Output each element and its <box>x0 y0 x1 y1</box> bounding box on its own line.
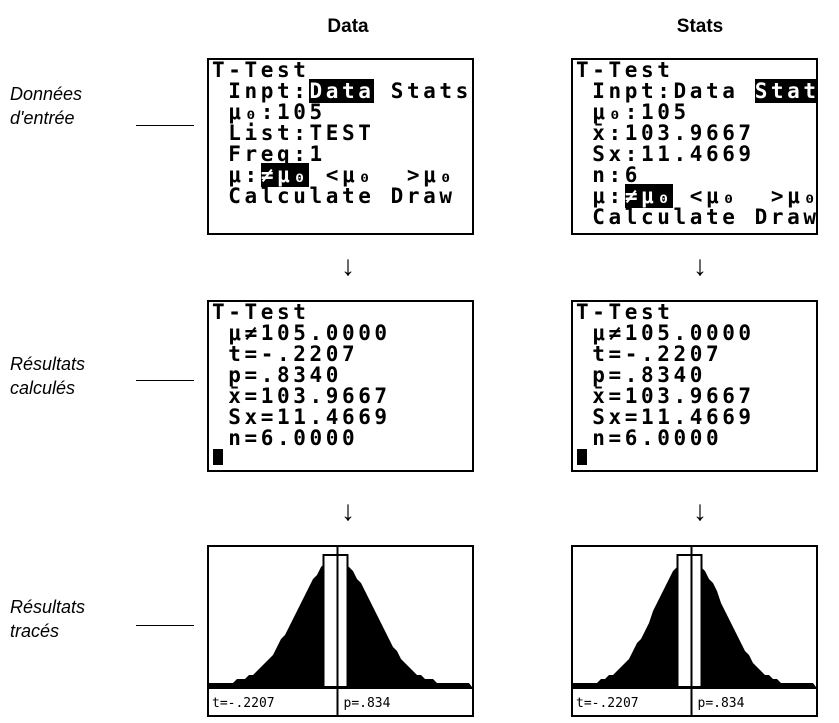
screen-line: x̄=103.9667 <box>212 384 391 408</box>
calculator-screen: T-Test Inpt:Data Stats μ₀:105 List:TEST … <box>207 58 474 235</box>
screen-line: Freq:1 <box>212 142 326 166</box>
graph: t=-.2207 p=.834 <box>573 547 816 715</box>
row-label-line: Données <box>10 84 83 104</box>
screen-line: n=6.0000 <box>212 426 359 450</box>
band <box>322 554 349 688</box>
screen-line: μ≠105.0000 <box>576 321 755 345</box>
screen-line: List:TEST <box>212 121 375 145</box>
row-label: Données d'entrée <box>10 82 82 130</box>
leader-line <box>136 625 194 626</box>
calculator-screen: T-Test μ≠105.0000 t=-.2207 p=.8340 x̄=10… <box>571 300 818 472</box>
screen-line: Calculate Draw <box>576 205 818 229</box>
row-label: Résultats calculés <box>10 352 85 400</box>
screen-line: p=.8340 <box>576 363 706 387</box>
readout: p=.834 <box>698 696 745 711</box>
screen-line: T-Test <box>212 300 310 324</box>
screen-line: t=-.2207 <box>212 342 359 366</box>
screen-text: Stats <box>374 79 472 103</box>
screen-line: T-Test <box>212 58 310 82</box>
screen-line: μ₀:105 <box>576 100 690 124</box>
readout: t=-.2207 <box>212 696 275 711</box>
screen-text: μ: <box>212 163 261 187</box>
screen-text: <μ₀ >μ₀ <box>309 163 456 187</box>
arrow-down: ↓ <box>341 495 355 526</box>
screen-line: T-Test <box>576 58 674 82</box>
screen-line: Sx=11.4669 <box>576 405 755 429</box>
screen-line: μ:≠μ₀ <μ₀ >μ₀ <box>209 163 472 187</box>
screen-line: n:6 <box>576 163 641 187</box>
screen-line: μ:≠μ₀ <μ₀ >μ₀ <box>573 184 818 208</box>
arrow-down: ↓ <box>693 250 707 281</box>
screen-line: p=.8340 <box>212 363 342 387</box>
leader-line <box>136 380 194 381</box>
graph: t=-.2207 p=.834 <box>209 547 472 715</box>
column-header: Stats <box>676 16 724 37</box>
calculator-screen: t=-.2207 p=.834 <box>207 545 474 717</box>
arrow-down: ↓ <box>693 495 707 526</box>
screen-line: Inpt:Data Stats <box>209 79 472 103</box>
screen-line: n=6.0000 <box>576 426 723 450</box>
column-header: Data <box>327 16 369 37</box>
screen-text: ≠μ₀ <box>260 163 310 187</box>
row-label-line: d'entrée <box>10 108 75 128</box>
screen-text: Inpt:Data <box>576 79 755 103</box>
cursor <box>577 449 587 465</box>
screen-text: Stats <box>754 79 816 103</box>
screen-line: Sx:11.4669 <box>576 142 755 166</box>
screen-line: x̄=103.9667 <box>576 384 755 408</box>
arrow-down: ↓ <box>341 250 355 281</box>
screen-line: Inpt:Data Stats <box>573 79 816 103</box>
screen-line: μ≠105.0000 <box>212 321 391 345</box>
screen-text: Inpt: <box>212 79 310 103</box>
screen-line: x̄:103.9667 <box>576 121 755 145</box>
row-label: Résultats tracés <box>10 595 85 643</box>
cursor <box>213 449 223 465</box>
row-label-line: tracés <box>10 621 60 641</box>
screen-line: μ₀:105 <box>212 100 326 124</box>
screen-line: T-Test <box>576 300 674 324</box>
readout: t=-.2207 <box>576 696 639 711</box>
row-label-line: calculés <box>10 378 76 398</box>
screen-text: ≠μ₀ <box>624 184 674 208</box>
screen-line: t=-.2207 <box>576 342 723 366</box>
screen-line: Sx=11.4669 <box>212 405 391 429</box>
leader-line <box>136 125 194 126</box>
readout: p=.834 <box>344 696 391 711</box>
calculator-screen: t=-.2207 p=.834 <box>571 545 818 717</box>
screen-text: <μ₀ >μ₀ <box>673 184 818 208</box>
band <box>676 554 703 688</box>
calculator-screen: T-Test Inpt:Data Stats μ₀:105 x̄:103.966… <box>571 58 818 235</box>
screen-line: Calculate Draw <box>212 184 456 208</box>
calculator-screen: T-Test μ≠105.0000 t=-.2207 p=.8340 x̄=10… <box>207 300 474 472</box>
screen-text: Data <box>309 79 375 103</box>
screen-text: μ: <box>576 184 625 208</box>
row-label-line: Résultats <box>10 354 86 374</box>
row-label-line: Résultats <box>10 597 86 617</box>
